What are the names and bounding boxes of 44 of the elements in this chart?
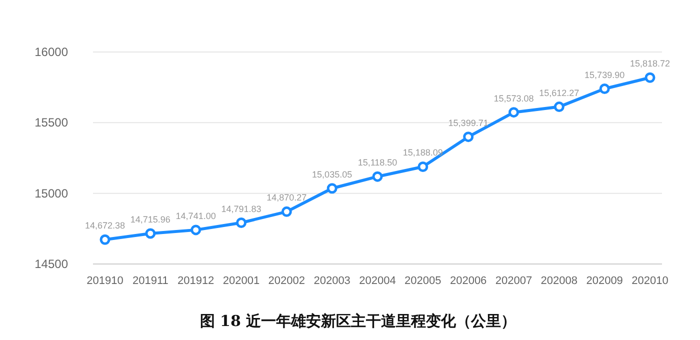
point	[236, 218, 246, 228]
data-label: 15,612.27	[539, 88, 580, 98]
x-tick-label: 201910	[86, 275, 124, 287]
y-tick-label: 16000	[34, 45, 68, 59]
data-label: 15,188.09	[402, 148, 443, 158]
data-label: 14,715.96	[130, 214, 170, 224]
point	[508, 107, 519, 118]
x-tick-label: 202004	[359, 275, 396, 287]
point	[463, 132, 474, 142]
data-label: 15,399.71	[448, 118, 488, 128]
x-tick-label: 202007	[495, 275, 532, 287]
x-tick-label: 202002	[268, 275, 306, 287]
y-tick-label: 14500	[34, 257, 68, 271]
point	[599, 84, 610, 94]
x-tick-label: 202006	[450, 275, 487, 287]
data-label: 15,118.50	[358, 158, 398, 168]
data-label: 14,741.00	[176, 210, 216, 221]
point	[326, 183, 338, 194]
point	[372, 171, 383, 182]
x-tick-label: 201912	[177, 275, 214, 287]
data-label: 14,870.27	[266, 192, 307, 203]
data-label: 15,035.05	[312, 169, 352, 180]
x-tick-label: 202003	[314, 275, 350, 287]
x-tick-label: 201911	[132, 275, 168, 287]
point	[190, 224, 202, 236]
y-tick-label: 15500	[34, 116, 68, 130]
point	[644, 72, 656, 83]
x-tick-label: 202009	[586, 275, 623, 287]
data-label: 15,818.72	[630, 58, 670, 69]
x-tick-label: 202008	[540, 275, 578, 287]
point	[418, 162, 428, 172]
point	[554, 102, 564, 112]
data-label: 15,739.90	[584, 70, 625, 80]
y-tick-label: 15000	[34, 186, 68, 200]
x-tick-label: 202005	[404, 275, 442, 287]
point	[100, 234, 110, 245]
point	[145, 228, 156, 239]
text: 图 18 近一年雄安新区主干道里程变化（公里）	[200, 312, 516, 330]
x-tick-label: 202001	[222, 275, 260, 287]
data-label: 14,791.83	[221, 204, 262, 214]
point	[281, 206, 292, 217]
x-tick-label: 202010	[632, 275, 668, 287]
data-label: 14,672.38	[84, 220, 126, 231]
data-label: 15,573.08	[494, 93, 534, 104]
